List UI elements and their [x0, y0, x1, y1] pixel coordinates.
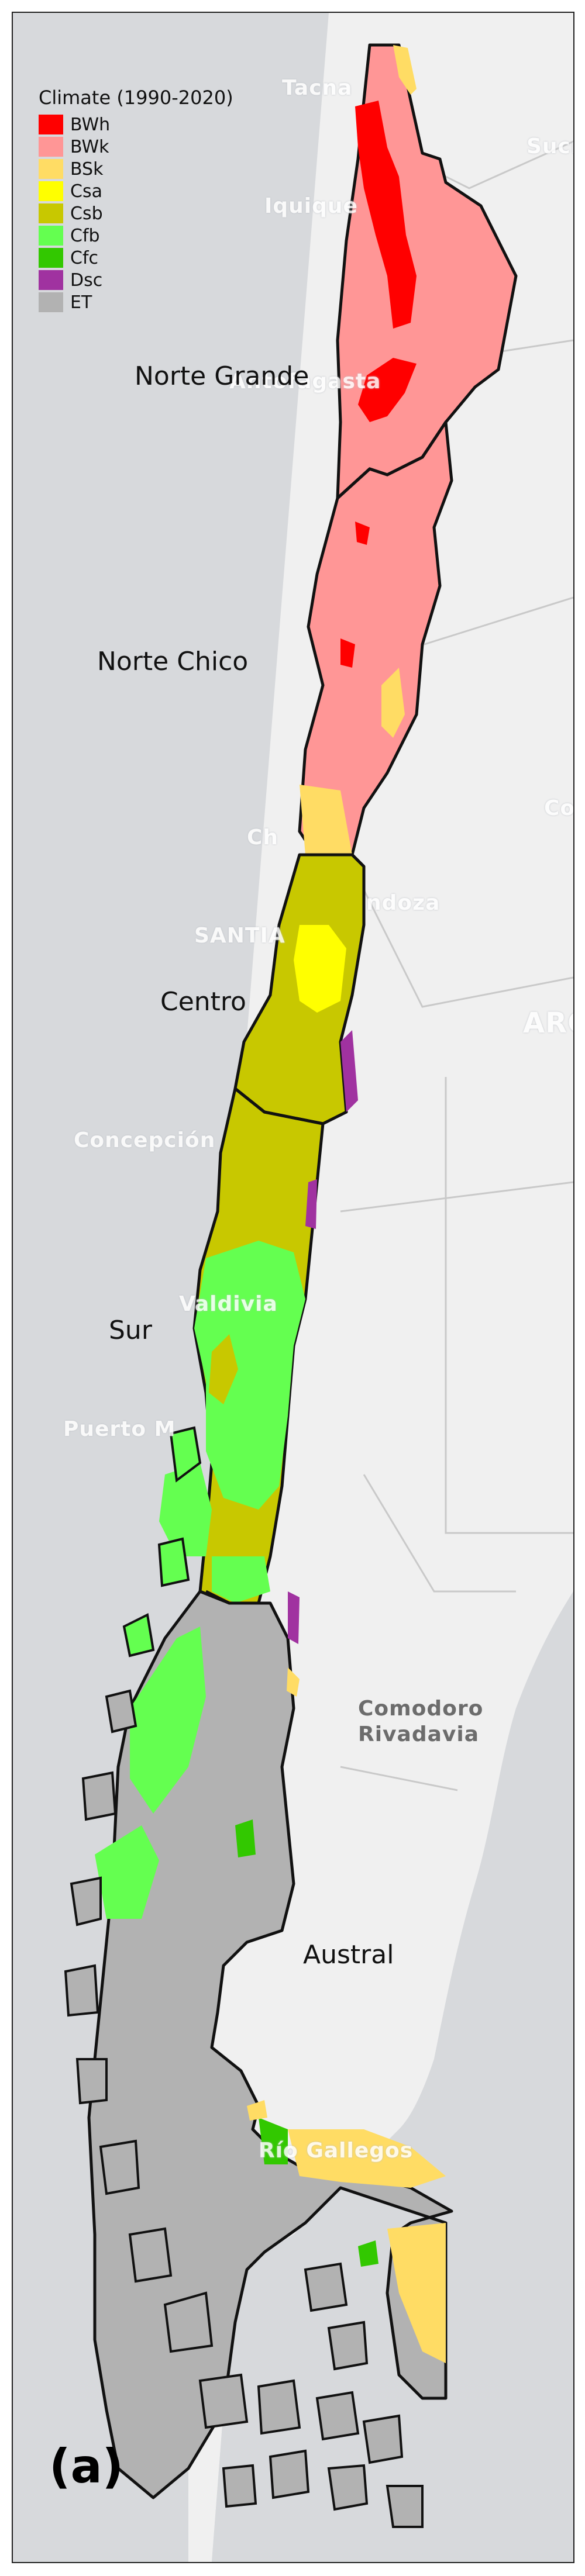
legend-item-csb: Csb: [39, 202, 261, 225]
patch-bwh-2: [358, 358, 417, 422]
patch-dsc-1: [340, 1030, 358, 1112]
legend-label: Cfc: [70, 247, 99, 268]
panel-label: (a): [49, 2439, 124, 2494]
basemap-label-puerto-montt: Puerto M: [63, 1417, 176, 1441]
legend: Climate (1990-2020) BWh BWk BSk Csa Csb …: [39, 87, 261, 313]
legend-swatch: [39, 181, 63, 201]
legend-label: BSk: [70, 158, 104, 179]
region-label-norte-chico: Norte Chico: [97, 647, 249, 676]
legend-item-bwk: BWk: [39, 136, 261, 158]
basemap-label-antofagasta: Antofagasta: [229, 370, 381, 393]
patch-bsk-1: [393, 45, 417, 95]
legend-swatch: [39, 159, 63, 179]
basemap-label-santiago: SANTIA: [194, 924, 285, 948]
legend-label: Cfb: [70, 225, 100, 246]
legend-item-bwh: BWh: [39, 113, 261, 136]
archipelago-islands: [64, 1426, 424, 2528]
legend-item-bsk: BSk: [39, 158, 261, 180]
patch-cfb-5: [212, 1556, 270, 1603]
climate-patches: [95, 45, 446, 2363]
legend-swatch: [39, 292, 63, 312]
patch-bsk-3: [381, 668, 405, 738]
patch-dsc-3: [288, 1591, 300, 1644]
patch-bsk-austral-3: [287, 1667, 300, 1697]
basemap-label-iquique: Iquique: [264, 194, 358, 218]
patch-cfb-1: [194, 1241, 305, 1510]
basemap-label-rivadavia: Rivadavia: [358, 1722, 479, 1746]
basemap-label-tacna: Tacna: [282, 76, 353, 100]
climate-map: Tacna Sucr Iquique Antofagasta Co Ch SAN…: [12, 12, 574, 2563]
legend-swatch: [39, 115, 63, 134]
region-label-norte-grande: Norte Grande: [135, 361, 309, 391]
basemap-label-rio-gallegos: Río Gallegos: [259, 2139, 414, 2163]
patch-csa: [294, 925, 346, 1013]
patch-bwh-4: [355, 522, 370, 545]
patch-dsc-2: [305, 1179, 317, 1229]
legend-label: BWh: [70, 114, 111, 135]
basemap-label-comodoro: Comodoro: [358, 1697, 484, 1721]
region-austral: [87, 1590, 453, 2499]
region-label-sur: Sur: [109, 1315, 152, 1345]
basemap-label-ch: Ch: [247, 826, 279, 850]
legend-item-et: ET: [39, 291, 261, 313]
legend-item-csa: Csa: [39, 180, 261, 202]
legend-swatch: [39, 248, 63, 268]
patch-bsk-austral-1: [288, 2129, 446, 2188]
basemap-label-concepcion: Concepción: [74, 1128, 216, 1152]
patch-bsk-austral-4: [247, 2100, 267, 2121]
legend-label: Csa: [70, 181, 102, 202]
basemap-label-sucr: Sucr: [526, 134, 573, 158]
basemap-label-argentina: ARG: [523, 1007, 573, 1040]
basemap-label-mendoza: ndoza: [366, 891, 441, 915]
legend-item-cfc: Cfc: [39, 247, 261, 269]
basemap-boundaries: [340, 140, 573, 1791]
legend-swatch: [39, 270, 63, 290]
ocean-gulf: [422, 2322, 573, 2562]
region-boundaries: [205, 421, 448, 1605]
basemap-label-co: Co: [544, 796, 574, 820]
patch-cfb-2: [159, 1463, 212, 1556]
patch-bsk-austral-2: [387, 2223, 446, 2363]
legend-label: BWk: [70, 136, 109, 157]
legend-item-dsc: Dsc: [39, 269, 261, 291]
patch-cfc-3: [235, 1819, 256, 1857]
patch-bwh-3: [340, 638, 355, 668]
legend-swatch: [39, 203, 63, 223]
region-label-centro: Centro: [160, 987, 246, 1017]
legend-title: Climate (1990-2020): [39, 87, 233, 109]
legend-label: Csb: [70, 203, 103, 224]
patch-csb-sur: [209, 1334, 238, 1404]
bay-ocean: [399, 1591, 573, 2129]
legend-label: ET: [70, 292, 92, 313]
patch-bsk-2: [300, 785, 352, 855]
patch-bwh: [355, 101, 417, 329]
legend-item-cfb: Cfb: [39, 225, 261, 247]
region-label-austral: Austral: [303, 1940, 394, 1970]
basemap-label-valdivia: Valdivia: [179, 1292, 278, 1316]
patch-cfc-1: [259, 2118, 288, 2164]
legend-swatch: [39, 137, 63, 157]
patch-cfc-2: [358, 2240, 378, 2267]
legend-label: Dsc: [70, 270, 103, 291]
patch-cfb-3: [130, 1627, 206, 1814]
patch-cfb-4: [95, 1825, 159, 1919]
map-canvas: [64, 13, 573, 2562]
legend-swatch: [39, 226, 63, 246]
